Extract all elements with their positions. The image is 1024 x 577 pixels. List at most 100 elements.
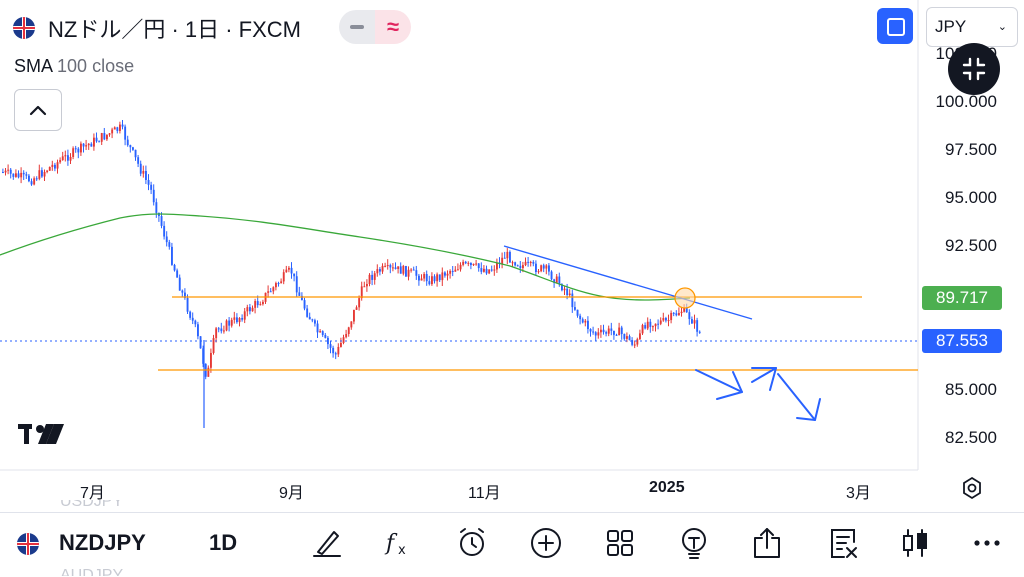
candles-icon[interactable]	[898, 526, 932, 560]
candle-body	[103, 133, 106, 140]
candle-body	[641, 325, 644, 334]
indicator-legend[interactable]: SMA 100 close	[14, 56, 134, 77]
candle-body	[342, 337, 345, 343]
candle-body	[522, 265, 524, 269]
candle-body	[467, 262, 470, 264]
candle-body	[506, 251, 509, 259]
candle-body	[537, 271, 540, 273]
candle-body	[228, 320, 231, 326]
candle-body	[113, 127, 116, 130]
candle-body	[106, 134, 108, 140]
candle-body	[100, 133, 103, 142]
candle-body	[623, 334, 626, 339]
settings-icon[interactable]	[960, 476, 984, 500]
candle-body	[246, 307, 249, 312]
candle-body	[490, 269, 493, 271]
candle-body	[480, 268, 483, 272]
price-label: 92.500	[945, 236, 997, 255]
candle-body	[28, 175, 30, 182]
candle-body	[168, 242, 171, 247]
candle-body	[646, 321, 649, 329]
candle-body	[176, 270, 179, 278]
chart-title[interactable]: NZドル／円 · 1日 · FXCM	[48, 17, 301, 42]
candle-body	[358, 298, 361, 308]
idea-icon[interactable]	[677, 526, 711, 560]
candle-body	[558, 276, 561, 285]
plus-icon[interactable]	[529, 526, 563, 560]
currency-select[interactable]: JPY ⌄	[926, 7, 1018, 47]
time-label: 11月	[468, 485, 501, 502]
news-icon[interactable]	[826, 526, 860, 560]
candle-body	[355, 307, 358, 310]
candle-body	[672, 312, 675, 314]
tradingview-logo	[16, 420, 68, 446]
candle-body	[85, 145, 88, 147]
candle-body	[483, 268, 485, 272]
candle-body	[649, 321, 652, 327]
chevron-down-icon: ⌄	[997, 21, 1007, 33]
collapse-legend-button[interactable]	[14, 89, 62, 131]
candle-body	[503, 257, 506, 259]
line-style-option[interactable]	[339, 10, 375, 44]
candle-body	[568, 293, 571, 296]
candle-body	[87, 143, 90, 146]
candle-body	[155, 202, 158, 213]
candle-body	[477, 263, 480, 269]
candle-body	[126, 139, 129, 146]
draw-icon[interactable]	[310, 526, 344, 560]
candle-body	[119, 124, 121, 131]
more-icon[interactable]	[970, 526, 1004, 560]
candle-body	[4, 170, 7, 173]
collapse-icon[interactable]	[948, 43, 1000, 95]
candle-body	[223, 330, 225, 332]
chart-style-toggle[interactable]: ≈	[339, 10, 411, 44]
alert-icon[interactable]	[455, 526, 489, 560]
candle-body	[9, 169, 12, 174]
candle-body	[186, 297, 189, 312]
timeframe-button[interactable]: 1D	[209, 530, 238, 555]
candle-body	[438, 274, 441, 281]
candle-body	[2, 172, 4, 173]
candle-body	[220, 328, 223, 332]
candle-body	[633, 344, 636, 346]
candle-body	[576, 309, 579, 316]
candle-body	[324, 334, 327, 338]
candle-body	[540, 265, 543, 272]
candle-body	[48, 166, 51, 171]
symbol-button[interactable]: NZDJPY	[59, 530, 146, 555]
candle-body	[670, 312, 673, 321]
candle-body	[316, 323, 319, 333]
candle-body	[459, 264, 462, 270]
candle-body	[46, 170, 49, 172]
candle-body	[35, 178, 38, 180]
chevron-up-icon	[29, 105, 47, 116]
candle-body	[446, 273, 449, 276]
candle-body	[376, 269, 379, 274]
candle-body	[254, 301, 257, 308]
candle-body	[262, 301, 264, 305]
candle-body	[659, 320, 662, 324]
fullscreen-icon[interactable]	[877, 8, 913, 44]
candle-body	[418, 275, 420, 281]
candle-body	[43, 171, 46, 177]
candle-body	[95, 137, 98, 142]
candle-body	[524, 261, 527, 266]
candle-body	[145, 171, 147, 180]
grid-icon[interactable]	[603, 526, 637, 560]
ghost-symbol-above: USDJPY	[60, 500, 124, 510]
candle-body	[69, 156, 72, 161]
candle-body	[589, 329, 592, 332]
price-label: 97.500	[945, 140, 997, 159]
candle-body	[173, 264, 176, 271]
svg-text:f: f	[384, 531, 398, 556]
candle-body	[373, 273, 376, 280]
chart-style-icon[interactable]: ≈	[375, 10, 411, 44]
price-chart[interactable]	[0, 0, 1024, 512]
candle-body	[243, 311, 246, 320]
candle-body	[147, 179, 150, 185]
candle-body	[329, 344, 332, 348]
candle-body	[59, 160, 62, 163]
candle-body	[563, 288, 566, 291]
share-icon[interactable]	[750, 526, 784, 560]
